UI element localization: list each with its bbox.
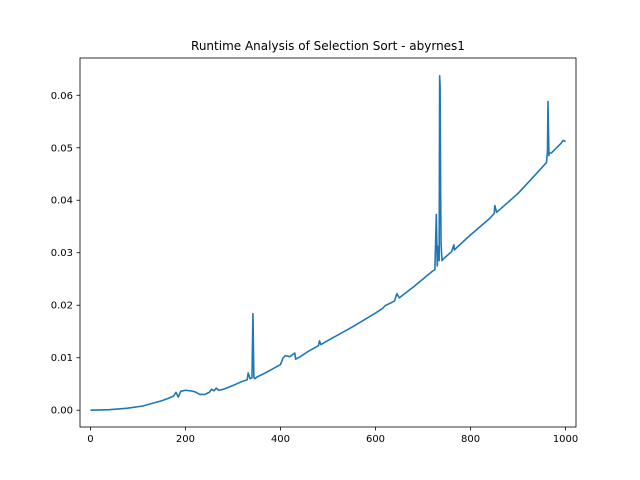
y-tick-label: 0.01 [51, 353, 73, 364]
x-tick-label: 0 [87, 434, 93, 445]
y-tick-label: 0.04 [51, 196, 73, 207]
y-tick-label: 0.05 [51, 143, 73, 154]
y-tick-label: 0.00 [51, 406, 73, 417]
x-tick-label: 200 [176, 434, 195, 445]
axes-frame [79, 57, 577, 428]
y-tick-label: 0.03 [51, 248, 73, 259]
x-tick-label: 1000 [553, 434, 578, 445]
y-tick-label: 0.06 [51, 91, 73, 102]
x-axis: 0 200 400 600 800 1000 [87, 427, 578, 445]
y-tick-label: 0.02 [51, 301, 73, 312]
chart-title: Runtime Analysis of Selection Sort - aby… [191, 39, 465, 53]
series-line [90, 75, 566, 411]
x-tick-label: 800 [461, 434, 480, 445]
x-tick-label: 400 [271, 434, 290, 445]
x-tick-label: 600 [366, 434, 385, 445]
plot-area [90, 75, 566, 411]
y-axis: 0.00 0.01 0.02 0.03 0.04 0.05 0.06 [51, 91, 80, 417]
